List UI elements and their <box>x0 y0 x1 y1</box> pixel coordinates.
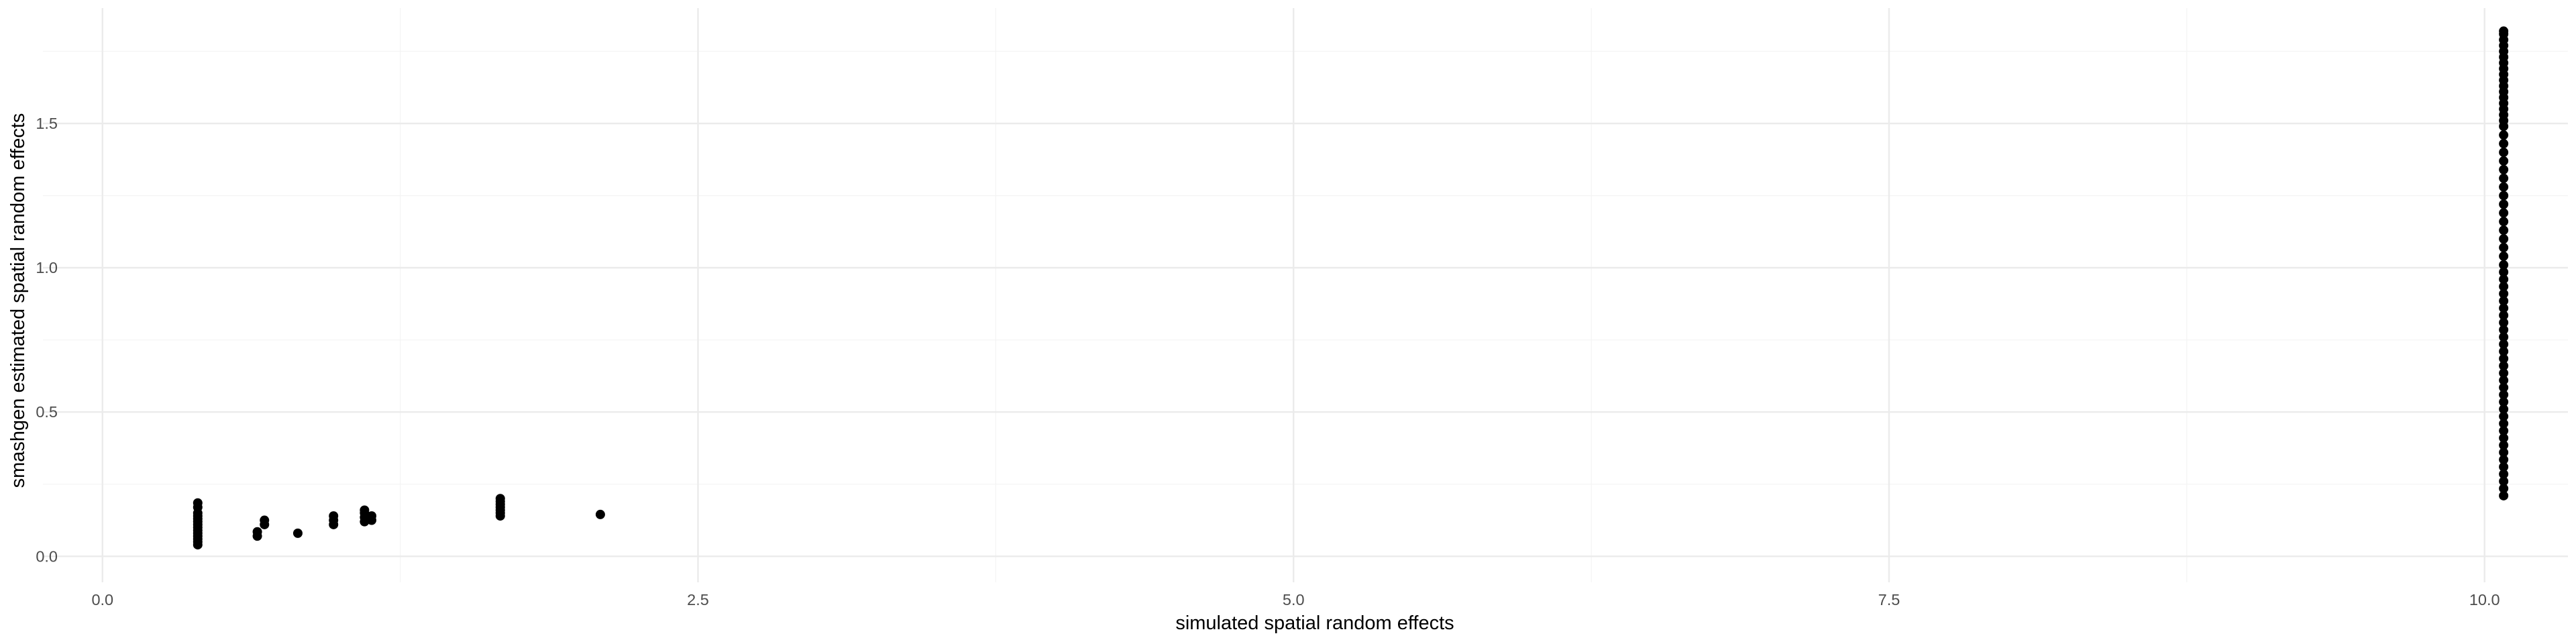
data-point <box>252 527 262 537</box>
data-point <box>2499 339 2509 350</box>
data-point <box>2499 325 2509 335</box>
data-point <box>2499 217 2509 227</box>
data-point <box>595 509 605 519</box>
data-point <box>2499 354 2509 364</box>
data-point <box>2499 173 2509 183</box>
data-point <box>2499 462 2509 472</box>
minor-gridlines <box>43 8 2568 582</box>
data-point <box>2499 274 2509 284</box>
x-tick-label: 10.0 <box>2469 591 2500 608</box>
data-point <box>2499 26 2509 36</box>
data-point <box>2499 484 2509 494</box>
data-point <box>2499 130 2509 140</box>
data-point <box>2499 390 2509 400</box>
data-point <box>2499 368 2509 378</box>
data-point <box>2499 156 2509 166</box>
data-point <box>495 494 505 504</box>
data-point <box>2499 225 2509 235</box>
data-point <box>292 528 303 538</box>
x-tick-label: 2.5 <box>687 591 709 608</box>
x-tick-label: 7.5 <box>1878 591 1900 608</box>
data-point <box>2499 199 2509 209</box>
data-point <box>2499 317 2509 327</box>
data-point <box>2499 490 2509 500</box>
y-tick-label: 1.5 <box>36 115 58 132</box>
data-point <box>2499 433 2509 443</box>
data-point <box>2499 296 2509 306</box>
data-point <box>2499 455 2509 465</box>
data-point <box>2499 243 2509 253</box>
data-point <box>2499 139 2509 149</box>
data-point <box>2499 476 2509 486</box>
data-point <box>2499 404 2509 414</box>
data-point <box>329 511 339 521</box>
data-points <box>193 26 2509 550</box>
data-point <box>2499 288 2509 299</box>
data-point <box>2499 375 2509 385</box>
data-point <box>2499 267 2509 277</box>
y-tick-label: 0.0 <box>36 547 58 565</box>
x-axis-title: simulated spatial random effects <box>1175 612 1454 634</box>
data-point <box>360 505 370 515</box>
data-point <box>2499 332 2509 342</box>
data-point <box>260 515 270 525</box>
data-point <box>2499 411 2509 421</box>
data-point <box>2499 208 2509 218</box>
data-point <box>2499 148 2509 158</box>
data-point <box>193 498 203 508</box>
data-point <box>2499 419 2509 429</box>
data-point <box>2499 182 2509 192</box>
y-axis-tick-labels: 0.0 0.5 1.0 1.5 <box>36 115 58 565</box>
data-point <box>2499 260 2509 270</box>
data-point <box>2499 440 2509 450</box>
data-point <box>2499 361 2509 371</box>
data-point <box>2499 303 2509 313</box>
y-tick-label: 0.5 <box>36 403 58 421</box>
x-tick-label: 0.0 <box>91 591 113 608</box>
data-point <box>2499 311 2509 321</box>
data-point <box>367 511 377 521</box>
y-axis-title: smashgen estimated spatial random effect… <box>7 113 29 488</box>
data-point <box>2499 382 2509 392</box>
data-point <box>2499 191 2509 201</box>
data-point <box>2499 397 2509 407</box>
x-axis-tick-labels: 0.0 2.5 5.0 7.5 10.0 <box>91 591 2500 608</box>
data-point <box>2499 346 2509 356</box>
data-point <box>2499 447 2509 458</box>
major-gridlines <box>43 8 2568 582</box>
data-point <box>2499 282 2509 292</box>
data-point <box>2499 234 2509 244</box>
y-tick-label: 1.0 <box>36 259 58 276</box>
x-tick-label: 5.0 <box>1283 591 1305 608</box>
data-point <box>2499 426 2509 436</box>
data-point <box>2499 164 2509 174</box>
data-point <box>2499 469 2509 479</box>
data-point <box>2499 251 2509 261</box>
